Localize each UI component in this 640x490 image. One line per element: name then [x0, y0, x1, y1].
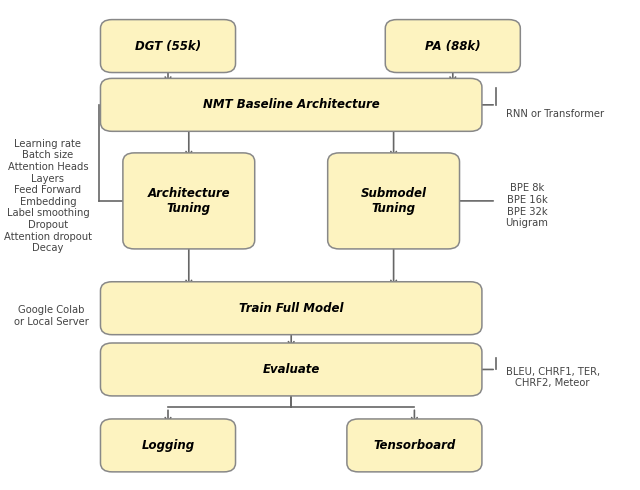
- Text: Google Colab
or Local Server: Google Colab or Local Server: [14, 305, 88, 327]
- Text: Logging: Logging: [141, 439, 195, 452]
- Text: Tensorboard: Tensorboard: [373, 439, 456, 452]
- FancyBboxPatch shape: [100, 282, 482, 335]
- FancyBboxPatch shape: [100, 343, 482, 396]
- Text: Learning rate
Batch size
Attention Heads
Layers
Feed Forward
Embedding
Label smo: Learning rate Batch size Attention Heads…: [4, 139, 92, 253]
- Text: Train Full Model: Train Full Model: [239, 302, 344, 315]
- Text: Architecture
Tuning: Architecture Tuning: [147, 187, 230, 215]
- Text: PA (88k): PA (88k): [425, 40, 481, 52]
- Text: BPE 8k
BPE 16k
BPE 32k
Unigram: BPE 8k BPE 16k BPE 32k Unigram: [506, 183, 548, 228]
- Text: RNN or Transformer: RNN or Transformer: [506, 109, 604, 119]
- FancyBboxPatch shape: [328, 153, 460, 249]
- Text: Submodel
Tuning: Submodel Tuning: [360, 187, 427, 215]
- FancyBboxPatch shape: [100, 20, 236, 73]
- FancyBboxPatch shape: [123, 153, 255, 249]
- Text: DGT (55k): DGT (55k): [135, 40, 201, 52]
- FancyBboxPatch shape: [100, 78, 482, 131]
- FancyBboxPatch shape: [347, 419, 482, 472]
- FancyBboxPatch shape: [385, 20, 520, 73]
- Text: BLEU, CHRF1, TER,
CHRF2, Meteor: BLEU, CHRF1, TER, CHRF2, Meteor: [506, 367, 600, 388]
- FancyBboxPatch shape: [100, 419, 236, 472]
- Text: NMT Baseline Architecture: NMT Baseline Architecture: [203, 98, 380, 111]
- Text: Evaluate: Evaluate: [262, 363, 320, 376]
